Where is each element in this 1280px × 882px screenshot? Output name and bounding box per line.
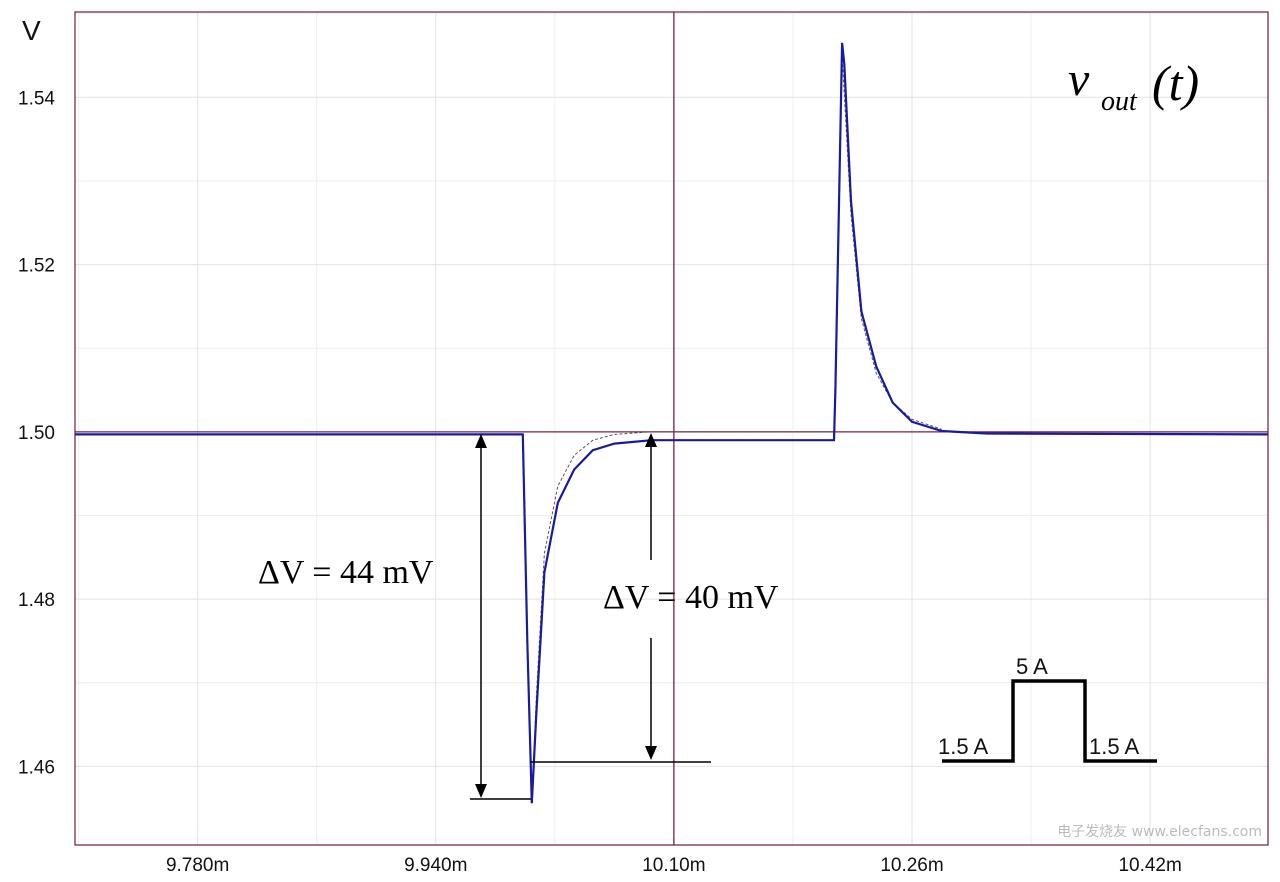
series <box>75 42 1269 804</box>
x-tick-label: 9.940m <box>404 855 467 876</box>
vout-label: v out (t) <box>1068 53 1199 117</box>
current-step-diagram: 1.5 A 5 A 1.5 A <box>938 654 1157 763</box>
delta-40-label: ΔV = 40 mV <box>603 579 779 616</box>
series-line-measured <box>75 42 1269 804</box>
watermark: 电子发烧友 www.elecfans.com <box>1057 824 1262 840</box>
vout-main: v <box>1068 53 1090 106</box>
step-high: 5 A <box>1016 654 1048 679</box>
x-tick-label: 9.780m <box>166 855 229 876</box>
step-low-left: 1.5 A <box>938 734 988 759</box>
y-tick-label: 1.54 <box>18 88 55 109</box>
x-tick-label: 10.10m <box>642 855 705 876</box>
x-tick-label: 10.42m <box>1118 855 1181 876</box>
plot-frame <box>74 11 1269 846</box>
grid <box>75 12 1268 845</box>
delta-44-label: ΔV = 44 mV <box>258 554 434 591</box>
delta-40-annotation <box>530 433 711 763</box>
x-tick-label: 10.26m <box>880 855 943 876</box>
y-tick-label: 1.48 <box>18 590 55 611</box>
reference-lines <box>75 12 1268 845</box>
y-tick-label: 1.46 <box>18 757 55 778</box>
y-tick-label: 1.52 <box>18 256 55 277</box>
step-low-right: 1.5 A <box>1089 734 1139 759</box>
y-axis-label: V <box>22 15 41 46</box>
y-tick-label: 1.50 <box>18 423 55 444</box>
vout-sub: out <box>1101 86 1138 117</box>
delta-44-annotation <box>470 434 531 800</box>
series-line-simulated <box>531 55 942 804</box>
tick-labels: 9.780m 9.940m 10.10m 10.26m 10.42m 1.46 1.48 1.… <box>18 88 1182 876</box>
vout-arg: (t) <box>1152 55 1199 111</box>
